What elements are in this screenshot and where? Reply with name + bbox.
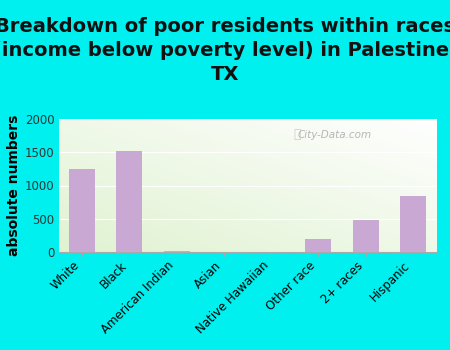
Y-axis label: absolute numbers: absolute numbers <box>7 115 21 256</box>
Bar <box>306 239 331 252</box>
Bar <box>164 251 189 252</box>
Bar <box>353 220 378 252</box>
Text: ⓘ: ⓘ <box>293 128 301 141</box>
Text: Breakdown of poor residents within races
(income below poverty level) in Palesti: Breakdown of poor residents within races… <box>0 18 450 84</box>
Bar <box>400 196 426 252</box>
Bar <box>69 169 95 252</box>
Text: City-Data.com: City-Data.com <box>297 130 372 140</box>
Bar <box>117 151 142 252</box>
